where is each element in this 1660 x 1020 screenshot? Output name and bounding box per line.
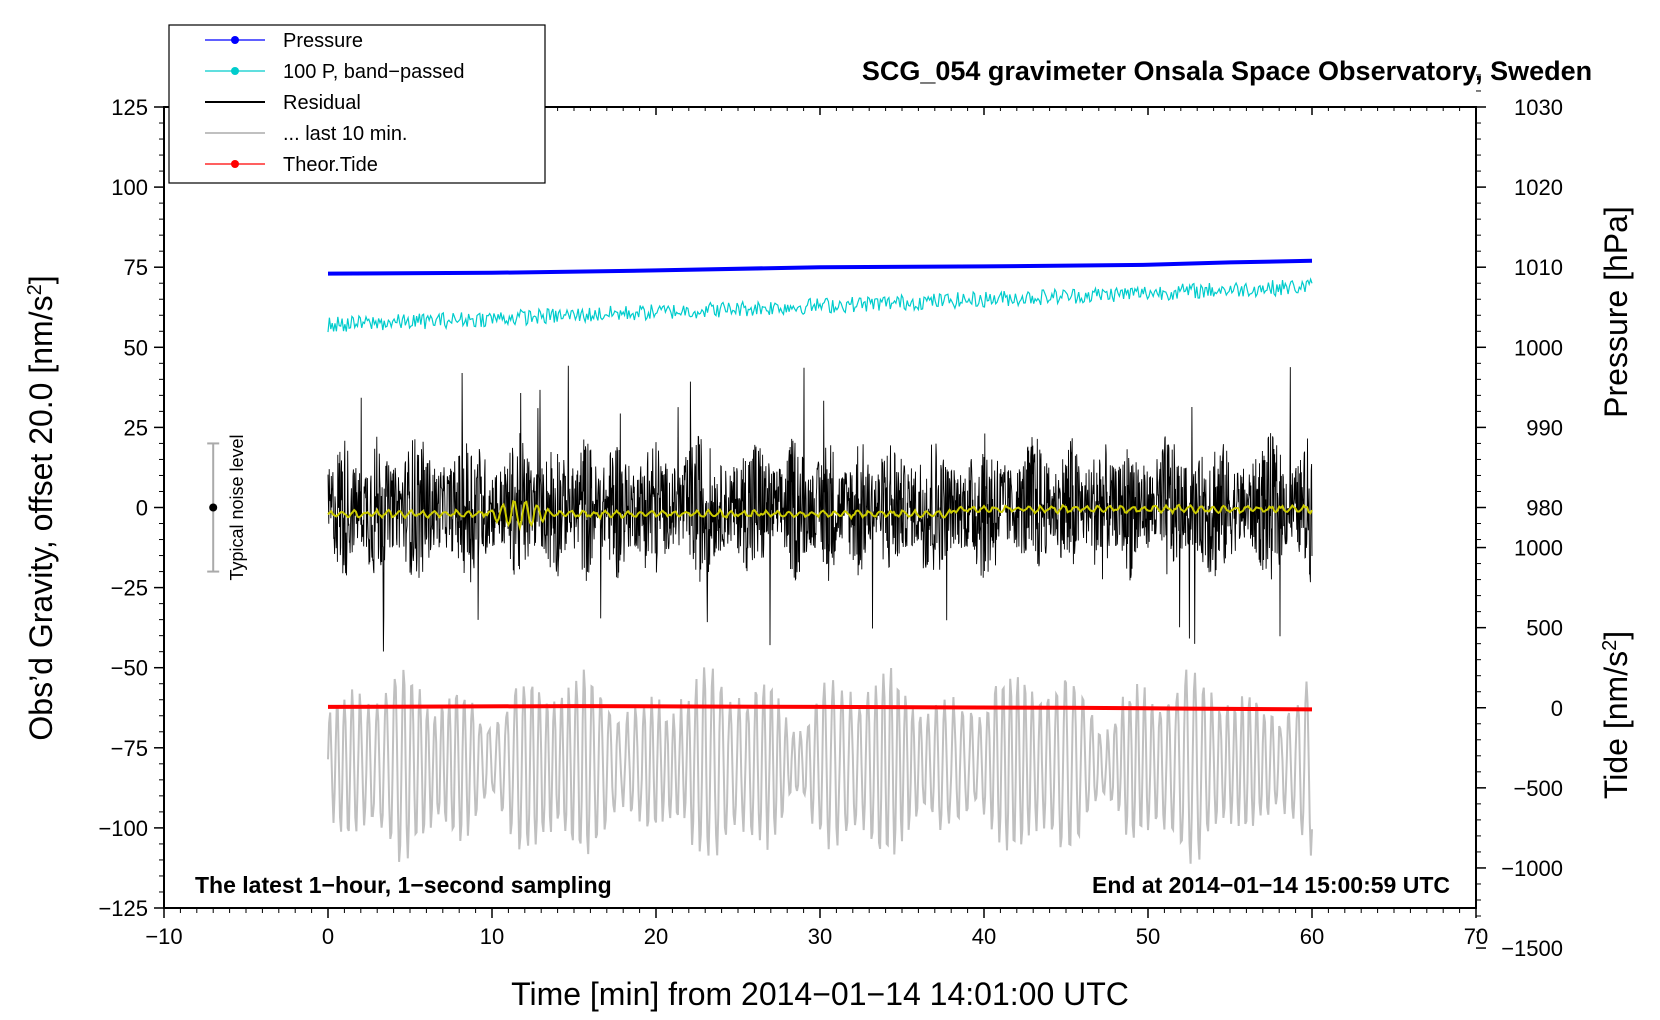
series-residual-line [327, 365, 1313, 652]
y-tide-tick-label: 0 [1551, 696, 1563, 721]
x-tick-label: 30 [808, 924, 832, 949]
y-axis-left-title: Obs’d Gravity, offset 20.0 [nm/s2] [23, 275, 59, 740]
noise-level-indicator: Typical noise level [207, 434, 247, 581]
y-left-tick-label: 25 [124, 415, 148, 440]
y-pressure-tick-label: 1000 [1514, 335, 1563, 360]
series-last-10-min-line [327, 667, 1313, 864]
legend-label: Residual [283, 92, 361, 114]
y-left-tick-label: −50 [111, 656, 148, 681]
x-axis-title: Time [min] from 2014−01−14 14:01:00 UTC [511, 976, 1129, 1012]
x-tick-label: 60 [1300, 924, 1324, 949]
series-pressure-line [327, 258, 1313, 276]
annotation-latest-hour: The latest 1−hour, 1−second sampling [195, 872, 612, 898]
x-tick-label: 0 [322, 924, 334, 949]
x-tick-label: −10 [145, 924, 182, 949]
noise-level-label: Typical noise level [227, 434, 247, 580]
y-left-tick-label: −75 [111, 736, 148, 761]
legend: Pressure 100 P, band−passed Residual ... la… [168, 24, 546, 184]
y-pressure-tick-label: 990 [1526, 415, 1563, 440]
x-tick-label: 50 [1136, 924, 1160, 949]
legend-marker [231, 36, 239, 44]
legend-marker [231, 160, 239, 168]
x-tick-label: 40 [972, 924, 996, 949]
x-tick-label: 70 [1464, 924, 1488, 949]
y-left-tick-label: 125 [111, 95, 148, 120]
y-left-tick-label: 0 [136, 496, 148, 521]
y-left-tick-label: −125 [98, 896, 148, 921]
legend-box [168, 24, 546, 184]
legend-label: ... last 10 min. [283, 123, 408, 145]
y-tide-tick-label: 1000 [1514, 536, 1563, 561]
y-pressure-tick-label: 1010 [1514, 255, 1563, 280]
tick-layer: −10 0 10 20 30 40 50 60 701251007550250−25−50−75… [98, 74, 1563, 961]
series-residual-lowpass-line [327, 500, 1313, 532]
y-tide-tick-label: −1000 [1501, 856, 1563, 881]
y-axis-tide-title: Tide [nm/s2] [1598, 631, 1634, 799]
legend-marker [231, 67, 239, 75]
y-left-tick-label: −25 [111, 576, 148, 601]
y-pressure-tick-label: 1030 [1514, 95, 1563, 120]
x-tick-label: 20 [644, 924, 668, 949]
noise-center-dot [209, 503, 218, 512]
y-left-tick-label: 75 [124, 255, 148, 280]
legend-label: Pressure [283, 30, 363, 52]
x-tick-label: 10 [480, 924, 504, 949]
legend-label: 100 P, band−passed [283, 61, 464, 83]
series-bandpassed-pressure-line [327, 277, 1313, 333]
y-pressure-tick-label: 980 [1526, 496, 1563, 521]
y-axis-pressure-title: Pressure [hPa] [1598, 206, 1634, 418]
legend-label: Theor.Tide [283, 154, 378, 176]
series-theoretical-tide-line [327, 704, 1313, 712]
y-left-tick-label: −100 [98, 816, 148, 841]
y-left-tick-label: 50 [124, 335, 148, 360]
chart-title: SCG_054 gravimeter Onsala Space Observat… [862, 56, 1592, 86]
y-tide-tick-label: −500 [1513, 776, 1563, 801]
y-tide-tick-label: 500 [1526, 616, 1563, 641]
y-tide-tick-label: −1500 [1501, 936, 1563, 961]
y-pressure-tick-label: 1020 [1514, 175, 1563, 200]
annotation-end-time: End at 2014−01−14 15:00:59 UTC [1092, 872, 1450, 898]
series-layer [327, 258, 1313, 864]
y-left-tick-label: 100 [111, 175, 148, 200]
